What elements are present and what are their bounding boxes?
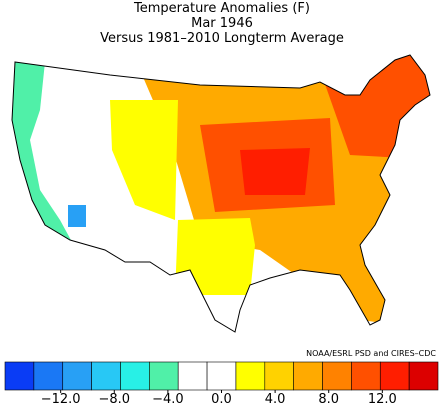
color-box <box>235 361 266 391</box>
color-box <box>379 361 410 391</box>
us-outline <box>11 54 431 333</box>
tick-label: 12.0 <box>368 392 397 406</box>
color-box <box>264 361 294 391</box>
color-box <box>120 361 150 391</box>
map-caption: Versus 1981–2010 Longterm Average <box>100 31 344 46</box>
color-box <box>206 361 237 391</box>
tick-label: 8.0 <box>318 392 339 406</box>
tick-label: −8.0 <box>98 392 130 406</box>
tick-label: 0.0 <box>211 392 232 406</box>
color-box <box>177 361 208 391</box>
map-title: Temperature Anomalies (F) <box>133 1 310 16</box>
color-box <box>351 361 381 391</box>
color-box <box>322 361 352 391</box>
color-box <box>62 361 92 391</box>
color-box <box>91 361 121 391</box>
tick-label: −12.0 <box>41 392 81 406</box>
map-subtitle: Mar 1946 <box>191 16 253 31</box>
anomaly-regions <box>12 55 430 332</box>
color-box <box>149 361 179 391</box>
credit: NOAA/ESRL PSD and CIRES–CDC <box>306 349 436 358</box>
tick-label: −4.0 <box>152 392 184 406</box>
color-box <box>33 361 64 391</box>
color-box <box>408 361 439 391</box>
color-box <box>293 361 323 391</box>
colorbar: −12.0 −8.0 −4.0 0.0 4.0 8.0 12.0 <box>4 361 439 406</box>
tick-label: 4.0 <box>265 392 286 406</box>
color-box <box>4 361 35 391</box>
